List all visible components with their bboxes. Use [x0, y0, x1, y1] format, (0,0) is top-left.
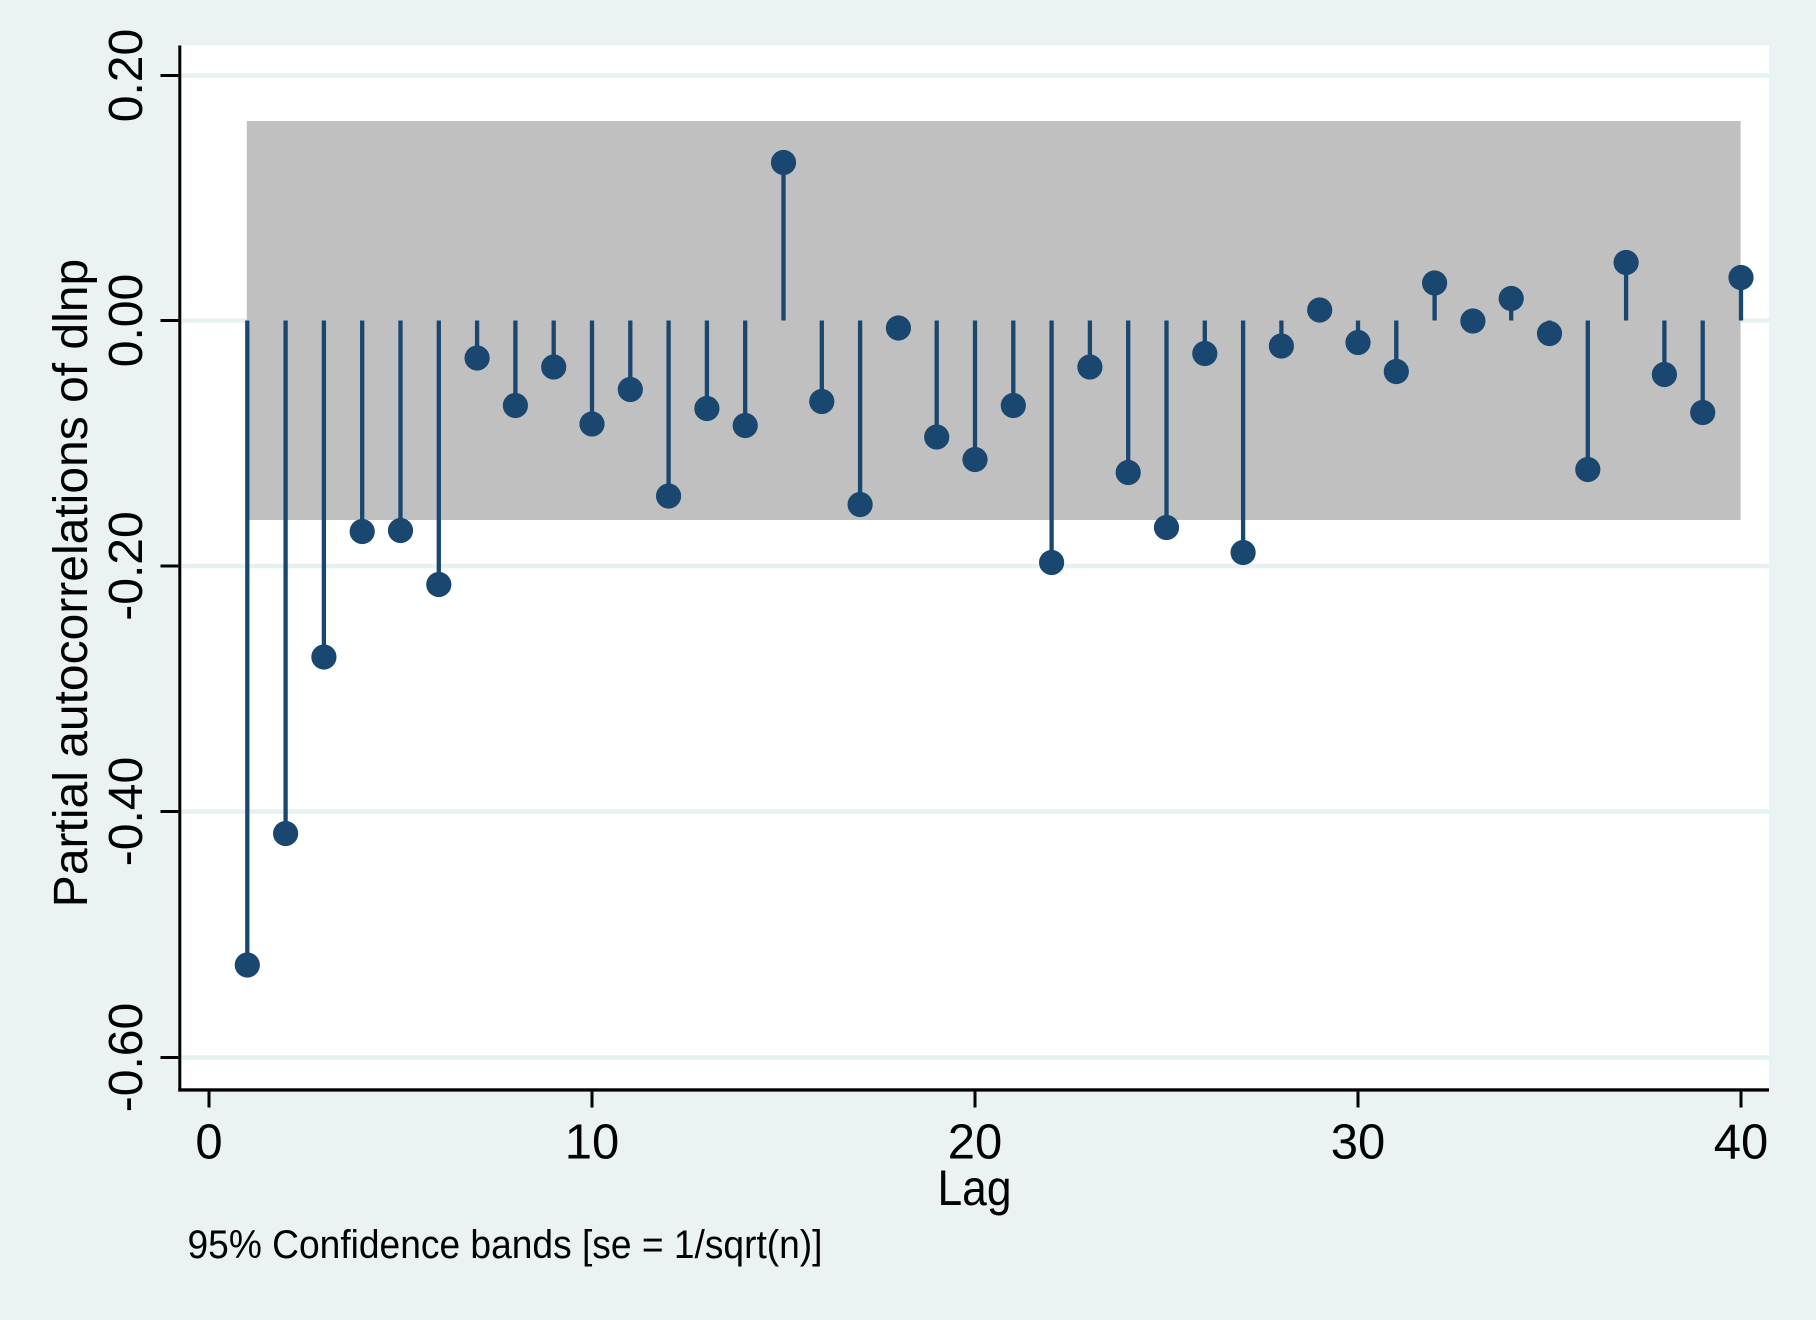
- svg-text:95% Confidence bands [se = 1/s: 95% Confidence bands [se = 1/sqrt(n)]: [188, 1223, 823, 1267]
- svg-text:-0.20: -0.20: [100, 511, 153, 620]
- svg-text:30: 30: [1331, 1116, 1386, 1170]
- svg-text:0.20: 0.20: [100, 29, 153, 122]
- svg-text:0.00: 0.00: [100, 274, 153, 367]
- svg-text:Lag: Lag: [938, 1160, 1012, 1216]
- svg-text:Partial autocorrelations of dl: Partial autocorrelations of dlnp: [45, 259, 98, 907]
- svg-text:10: 10: [565, 1116, 620, 1170]
- svg-text:-0.60: -0.60: [100, 1003, 153, 1112]
- svg-text:20: 20: [948, 1116, 1003, 1170]
- svg-text:0: 0: [195, 1116, 222, 1170]
- svg-text:-0.40: -0.40: [100, 757, 153, 866]
- svg-text:40: 40: [1714, 1116, 1769, 1170]
